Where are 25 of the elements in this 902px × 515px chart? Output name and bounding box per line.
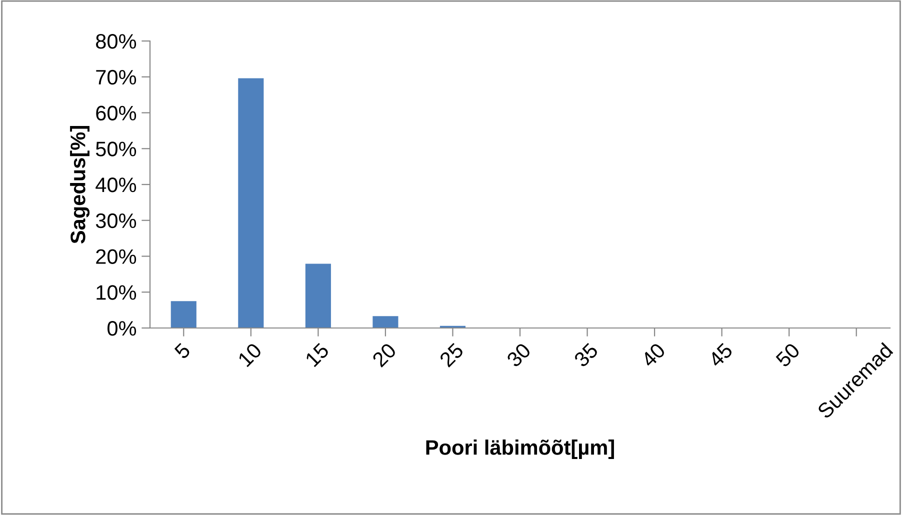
x-tick-label: 20 (372, 342, 398, 368)
y-tick-label: 50% (96, 142, 136, 156)
y-axis-title: Sagedus[%] (70, 126, 90, 244)
y-tick-label: 80% (96, 34, 136, 49)
y-tick-label: 70% (96, 70, 136, 85)
x-tick-label: 5 (174, 342, 192, 360)
y-tick-label: 20% (96, 249, 136, 264)
x-tick-label: 40 (640, 342, 666, 368)
x-tick-label: 50 (775, 342, 801, 368)
bar (170, 301, 196, 328)
y-tick-label: 60% (96, 106, 136, 121)
bar (372, 316, 398, 328)
y-tick-label: 10% (96, 285, 136, 300)
y-tick-label: 40% (96, 178, 136, 192)
y-tick-label: 0% (108, 321, 136, 336)
x-tick-label: 30 (506, 342, 532, 368)
x-tick-label: 25 (438, 342, 464, 368)
bar (305, 264, 331, 328)
x-tick-label: 10 (237, 342, 262, 368)
x-axis-title: Poori läbimõõt[µm] (426, 440, 614, 459)
x-tick-label: 45 (708, 342, 734, 368)
y-tick-label: 30% (96, 213, 136, 228)
x-tick-label: 15 (304, 342, 330, 368)
bar (238, 78, 264, 328)
x-tick-label: 35 (573, 342, 599, 368)
